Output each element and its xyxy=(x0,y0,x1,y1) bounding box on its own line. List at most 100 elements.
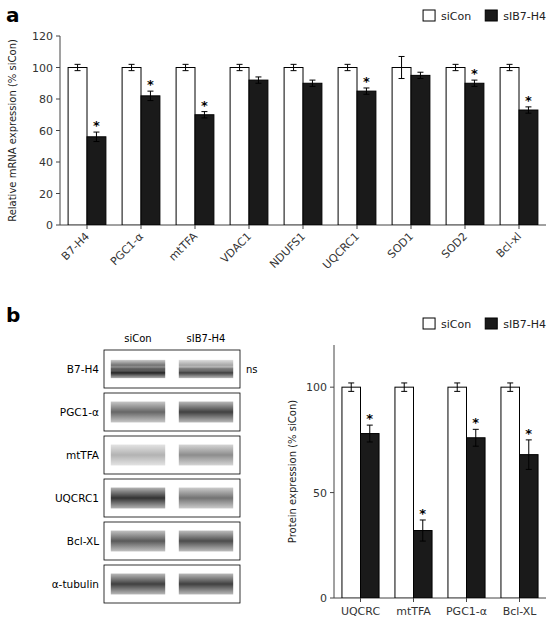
blot-row-frame xyxy=(104,436,240,474)
bar xyxy=(87,137,106,225)
error-cap xyxy=(348,391,354,392)
error-cap xyxy=(507,64,513,65)
blot-row xyxy=(104,522,240,560)
blot-band xyxy=(111,402,165,423)
error-line xyxy=(96,132,97,141)
x-tick xyxy=(466,598,467,602)
error-cap xyxy=(401,391,407,392)
bar xyxy=(141,96,160,225)
blot-band xyxy=(111,360,165,371)
y-tick-label: 0 xyxy=(46,219,53,232)
error-line xyxy=(369,425,370,442)
error-line xyxy=(131,64,132,70)
lane-header: siCon xyxy=(124,333,151,344)
y-axis: 050100UQCRCmtTFAPGC1-αBcl-XL xyxy=(306,345,546,618)
blot-row xyxy=(104,393,240,431)
error-cap xyxy=(183,64,189,65)
y-tick xyxy=(56,99,60,100)
x-tick-label: VDAC1 xyxy=(218,230,254,266)
significance-star: * xyxy=(363,74,370,89)
error-cap xyxy=(255,83,261,84)
blot-band xyxy=(111,574,165,595)
error-cap xyxy=(454,382,460,383)
y-axis-line xyxy=(334,345,335,598)
x-tick xyxy=(195,225,196,229)
marks xyxy=(342,383,538,598)
x-tick xyxy=(465,225,466,229)
error-cap xyxy=(291,70,297,71)
y-tick-label: 40 xyxy=(39,156,53,169)
figure: a020406080100120B7-H4PGC1-αmtTFAVDAC1NDU… xyxy=(0,0,556,642)
legend-label: sIB7-H4 xyxy=(503,318,546,331)
y-tick-label: 60 xyxy=(39,125,53,138)
row-label: B7-H4 xyxy=(67,363,100,375)
x-tick-label: mtTFA xyxy=(396,605,431,618)
error-cap xyxy=(348,382,354,383)
bar xyxy=(519,110,538,225)
bar xyxy=(338,68,357,226)
legend: sIB7-H4siCon xyxy=(423,318,546,331)
panel-label: b xyxy=(6,303,20,327)
bar xyxy=(249,80,268,225)
significance-star: * xyxy=(93,118,100,133)
error-cap xyxy=(526,469,532,470)
error-bar xyxy=(507,383,513,391)
lane-header: sIB7-H4 xyxy=(187,333,226,344)
bar xyxy=(501,387,520,598)
x-tick-label: UQCRC1 xyxy=(320,230,362,272)
blot-band xyxy=(179,531,233,552)
error-bar xyxy=(147,91,153,100)
error-cap xyxy=(417,72,423,73)
significance-star: * xyxy=(471,66,478,81)
error-line xyxy=(420,72,421,78)
x-tick xyxy=(519,598,520,602)
significance-star: * xyxy=(472,415,479,430)
y-tick-label: 20 xyxy=(39,188,53,201)
blot-band xyxy=(179,360,233,371)
blot-row xyxy=(104,565,240,603)
error-cap xyxy=(453,70,459,71)
y-tick xyxy=(330,492,334,493)
legend-label: siCon xyxy=(441,10,471,23)
error-cap xyxy=(399,56,405,57)
blot-row-frame xyxy=(104,479,240,517)
significance-star: * xyxy=(366,411,373,426)
x-tick-label: PGC1-α xyxy=(108,230,146,268)
x-tick-label: SOD2 xyxy=(439,230,470,261)
error-cap xyxy=(507,382,513,383)
marks xyxy=(68,56,538,225)
blot-band xyxy=(179,445,233,466)
x-tick xyxy=(141,225,142,229)
error-bar xyxy=(255,77,261,83)
error-cap xyxy=(291,64,297,65)
error-line xyxy=(351,383,352,391)
error-line xyxy=(509,64,510,70)
error-bar xyxy=(129,64,135,70)
x-tick xyxy=(413,598,414,602)
error-bar xyxy=(453,64,459,70)
blot-row xyxy=(104,350,240,388)
bar xyxy=(392,68,411,226)
blot-band xyxy=(111,531,165,552)
error-cap xyxy=(454,391,460,392)
error-cap xyxy=(471,86,477,87)
bar xyxy=(520,455,539,598)
error-line xyxy=(150,91,151,100)
significance-star: * xyxy=(201,98,208,113)
blot-band xyxy=(111,488,165,509)
y-tick xyxy=(56,130,60,131)
error-cap xyxy=(525,113,531,114)
legend-label: sIB7-H4 xyxy=(503,10,546,23)
error-cap xyxy=(75,70,81,71)
y-tick xyxy=(56,225,60,226)
error-cap xyxy=(147,100,153,101)
y-tick xyxy=(56,162,60,163)
y-axis-label: Relative mRNA expression (% siCon) xyxy=(7,39,18,222)
error-bar xyxy=(183,64,189,70)
error-cap xyxy=(309,80,315,81)
error-cap xyxy=(473,446,479,447)
error-bar xyxy=(309,80,315,86)
error-cap xyxy=(363,94,369,95)
y-tick-label: 120 xyxy=(32,30,53,43)
bar xyxy=(465,83,484,225)
